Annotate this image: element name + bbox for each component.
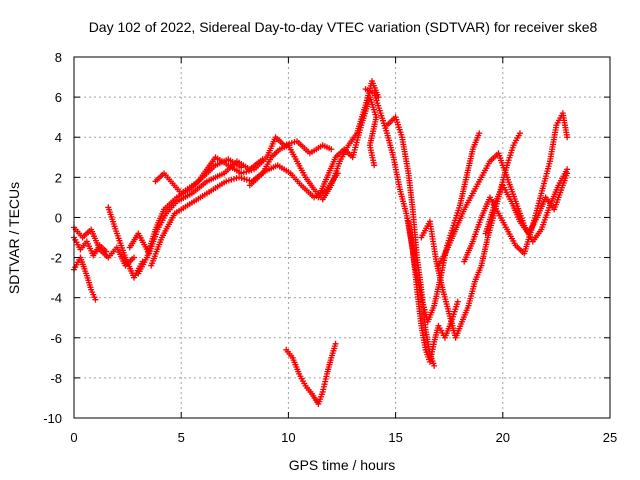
x-tick-label: 15: [388, 430, 402, 445]
y-tick-label: 2: [55, 170, 62, 185]
y-tick-label: 6: [55, 90, 62, 105]
y-tick-label: -4: [50, 291, 62, 306]
x-axis-label: GPS time / hours: [289, 457, 396, 473]
data-point: [371, 162, 378, 169]
series-pass-02: [71, 254, 99, 303]
series-pass-10: [315, 94, 380, 201]
series-pass-12: [362, 86, 461, 365]
series-pass-03: [71, 224, 138, 269]
tick-labels: 0 5 10 15 20 25 -10 -8 -6 -4 -2 0 2 4 6 8: [43, 50, 617, 445]
data-point: [454, 298, 461, 305]
data-points: [71, 78, 571, 407]
data-point: [431, 362, 438, 369]
y-tick-label: -10: [43, 411, 62, 426]
series-pass-04: [105, 204, 146, 281]
series-pass-16: [435, 150, 571, 269]
series-pass-11: [283, 340, 339, 407]
y-tick-label: 0: [55, 210, 62, 225]
data-point: [564, 170, 571, 177]
x-tick-label: 20: [496, 430, 510, 445]
y-tick-label: -2: [50, 251, 62, 266]
x-tick-label: 10: [281, 430, 295, 445]
y-tick-label: -6: [50, 331, 62, 346]
series-pass-07: [148, 162, 341, 269]
chart-title: Day 102 of 2022, Sidereal Day-to-day VTE…: [89, 19, 598, 35]
axis-ticks: [73, 56, 611, 419]
y-tick-label: 4: [55, 130, 62, 145]
data-point: [476, 130, 483, 137]
x-tick-label: 5: [178, 430, 185, 445]
data-point: [328, 146, 335, 153]
series-pass-18: [482, 170, 571, 237]
data-point: [516, 130, 523, 137]
data-point: [332, 340, 339, 347]
plot-frame: [73, 56, 611, 419]
data-point: [131, 254, 138, 261]
y-axis-label: SDTVAR / TECUs: [6, 182, 22, 294]
x-tick-label: 25: [603, 430, 617, 445]
data-point: [92, 296, 99, 303]
data-point: [375, 94, 382, 101]
x-tick-label: 0: [70, 430, 77, 445]
data-point: [238, 164, 245, 171]
y-tick-label: -8: [50, 371, 62, 386]
data-point: [564, 134, 571, 141]
series-pass-08: [152, 134, 335, 197]
y-tick-label: 8: [55, 50, 62, 65]
